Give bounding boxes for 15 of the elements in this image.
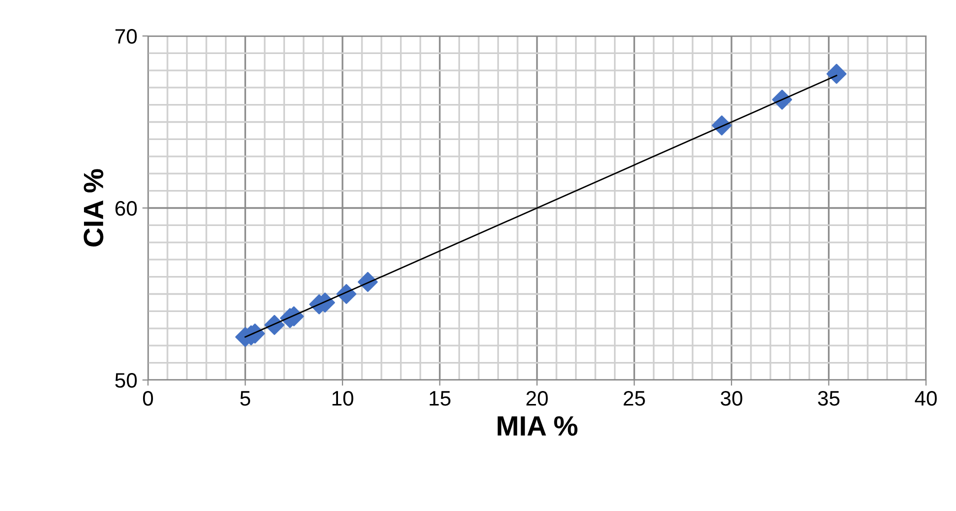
point — [826, 64, 847, 84]
x-tick-label: 5 — [240, 391, 250, 406]
y-tick-label: 50 — [115, 373, 137, 388]
x-tick-label: 0 — [143, 390, 153, 406]
y-tick-label: 60 — [115, 201, 137, 216]
y-axis-title: CIA % — [84, 169, 104, 246]
y-tick-label: 70 — [115, 29, 137, 44]
x-tick-label: 40 — [914, 390, 937, 406]
x-tick-label: 20 — [526, 390, 548, 406]
x-tick-label: 30 — [720, 390, 742, 406]
x-tick-label: 35 — [818, 390, 840, 406]
x-axis-title: MIA % — [498, 416, 578, 436]
x-tick-label: 15 — [430, 391, 450, 406]
x-tick-label: 25 — [624, 390, 645, 406]
x-tick-label: 10 — [332, 390, 354, 406]
